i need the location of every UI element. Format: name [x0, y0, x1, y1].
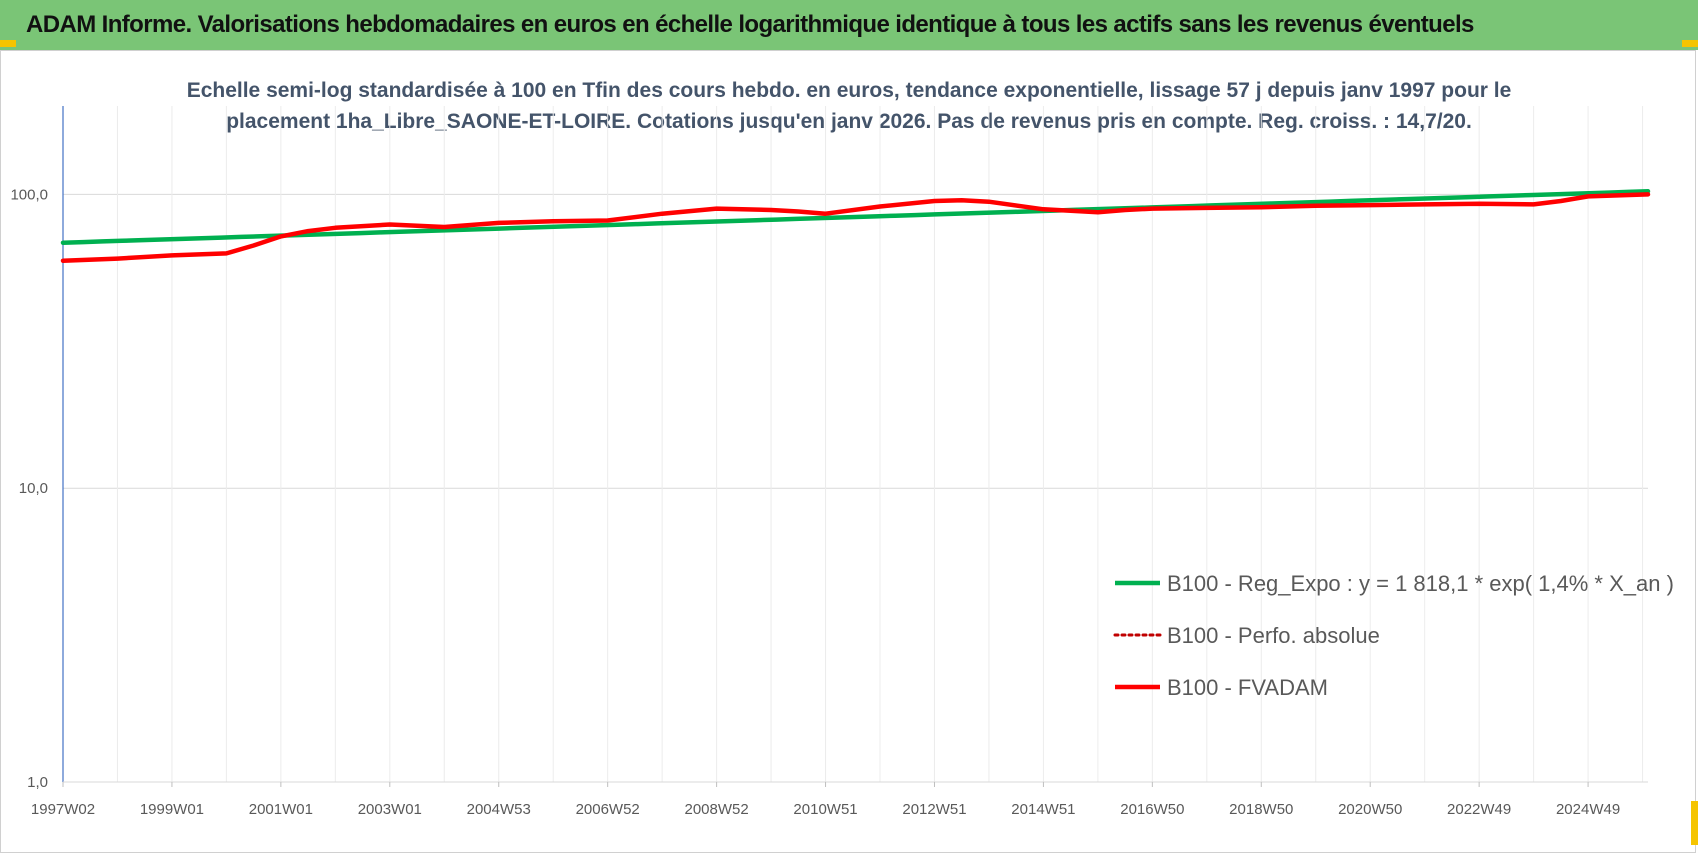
x-tick-label: 2024W49: [1556, 801, 1620, 818]
chart-axes: 1,0 10,0 100,0 1997W02 1999W01 2001W01 2003W01…: [10, 106, 1648, 818]
x-tick-label: 2010W51: [793, 801, 857, 818]
x-tick-label: 2008W52: [684, 801, 748, 818]
x-tick-label: 2020W50: [1338, 801, 1402, 818]
series-line-0: [60, 189, 1651, 245]
x-tick-label: 2001W01: [249, 801, 313, 818]
chart-title-line-2: placement 1ha_Libre_SAONE-ET-LOIRE. Cota…: [226, 110, 1472, 133]
x-tick-label: 1999W01: [140, 801, 204, 818]
y-tick-label: 10,0: [19, 480, 48, 497]
x-tick-label: 2012W51: [902, 801, 966, 818]
corner-accent-top-left: [0, 40, 16, 47]
legend-label: B100 - FVADAM: [1167, 675, 1328, 700]
x-tick-label: 2004W53: [467, 801, 531, 818]
header-banner: ADAM Informe. Valorisations hebdomadaire…: [0, 0, 1698, 50]
x-tick-label: 2016W50: [1120, 801, 1184, 818]
chart-series: [60, 189, 1651, 263]
x-tick-label: 2022W49: [1447, 801, 1511, 818]
y-tick-label: 100,0: [10, 186, 48, 203]
x-tick-label: 2014W51: [1011, 801, 1075, 818]
chart-title-group: Echelle semi-log standardisée à 100 en T…: [187, 79, 1512, 133]
x-tick-label: 2018W50: [1229, 801, 1293, 818]
legend-label: B100 - Perfo. absolue: [1167, 623, 1380, 648]
chart-legend: B100 - Reg_Expo : y = 1 818,1 * exp( 1,4…: [1113, 571, 1674, 700]
chart-grid: [62, 106, 1648, 783]
x-tick-label: 2003W01: [358, 801, 422, 818]
y-tick-label: 1,0: [27, 774, 48, 791]
banner-title: ADAM Informe. Valorisations hebdomadaire…: [26, 11, 1474, 38]
chart-title-line-1: Echelle semi-log standardisée à 100 en T…: [187, 79, 1512, 102]
legend-label: B100 - Reg_Expo : y = 1 818,1 * exp( 1,4…: [1167, 571, 1674, 596]
series-line-2: [60, 192, 1651, 263]
corner-accent-bottom-right: [1691, 801, 1698, 845]
chart-frame: [0, 50, 1696, 853]
corner-accent-top-right: [1682, 40, 1698, 47]
x-tick-label: 2006W52: [576, 801, 640, 818]
x-tick-label: 1997W02: [31, 801, 95, 818]
